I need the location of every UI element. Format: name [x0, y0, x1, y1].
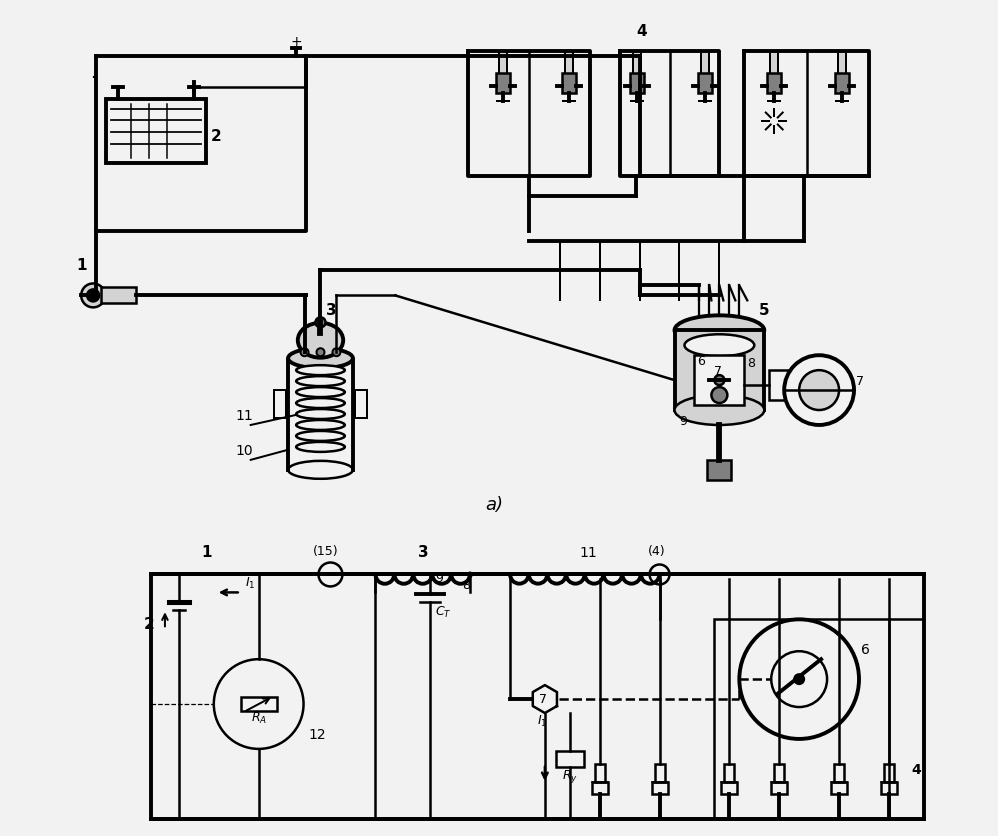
Text: 3: 3	[326, 303, 337, 319]
Bar	[101, 288, 136, 303]
Ellipse shape	[288, 349, 353, 368]
Text: +: +	[290, 35, 302, 49]
Ellipse shape	[675, 395, 764, 425]
Text: 9: 9	[680, 415, 688, 428]
Circle shape	[87, 289, 99, 302]
Text: $I_1$: $I_1$	[537, 714, 547, 729]
Bar	[771, 782, 787, 793]
Text: 2: 2	[144, 617, 155, 632]
Text: а): а)	[485, 496, 503, 513]
Circle shape	[784, 355, 854, 425]
Ellipse shape	[685, 334, 754, 356]
Bar	[565, 51, 573, 76]
Bar	[695, 355, 745, 405]
Bar	[675, 330, 764, 410]
Text: 1: 1	[201, 544, 212, 559]
Text: -: -	[91, 69, 98, 84]
Bar	[562, 73, 576, 93]
Circle shape	[315, 318, 325, 328]
Text: 11: 11	[236, 409, 253, 423]
Text: 2: 2	[211, 129, 222, 144]
Circle shape	[712, 387, 728, 403]
Text: 7: 7	[856, 375, 864, 388]
Text: $R_A$: $R_A$	[250, 711, 266, 726]
Bar	[770, 51, 778, 76]
Bar	[725, 764, 735, 782]
Bar	[831, 782, 847, 793]
Text: $I_1$: $I_1$	[245, 575, 255, 590]
Text: 6: 6	[861, 643, 870, 657]
Text: 5: 5	[759, 303, 769, 319]
Bar	[592, 782, 608, 793]
Ellipse shape	[296, 365, 344, 375]
Ellipse shape	[296, 409, 344, 419]
Circle shape	[799, 370, 839, 410]
Bar	[774, 764, 784, 782]
Ellipse shape	[297, 323, 343, 358]
Bar	[769, 370, 794, 400]
Text: (4): (4)	[648, 544, 666, 558]
Bar	[106, 99, 206, 163]
Bar	[884, 764, 894, 782]
Text: 8: 8	[462, 579, 470, 593]
Ellipse shape	[296, 420, 344, 430]
Ellipse shape	[288, 461, 353, 479]
Bar	[274, 390, 286, 418]
Bar	[556, 751, 584, 767]
Circle shape	[715, 375, 725, 385]
Bar	[715, 619, 889, 818]
Bar	[499, 51, 507, 76]
Circle shape	[300, 349, 308, 356]
Text: 1: 1	[76, 258, 87, 273]
Text: 6: 6	[698, 355, 706, 368]
Circle shape	[81, 283, 105, 308]
Bar	[881, 782, 897, 793]
Text: $C_T$: $C_T$	[435, 605, 452, 620]
Text: 9: 9	[435, 573, 443, 585]
Ellipse shape	[675, 315, 764, 345]
Circle shape	[316, 349, 324, 356]
Bar	[630, 73, 644, 93]
Circle shape	[332, 349, 340, 356]
Bar	[834, 764, 844, 782]
Text: 7: 7	[539, 693, 547, 706]
Circle shape	[467, 572, 473, 578]
Ellipse shape	[296, 442, 344, 452]
Text: 12: 12	[308, 728, 326, 742]
Ellipse shape	[296, 387, 344, 397]
Text: $R_y$: $R_y$	[562, 768, 578, 785]
Bar	[633, 51, 641, 76]
Ellipse shape	[296, 398, 344, 408]
Text: 11: 11	[580, 546, 598, 559]
Bar	[355, 390, 367, 418]
Text: 10: 10	[236, 444, 253, 458]
Text: 3: 3	[418, 544, 428, 559]
Bar	[652, 782, 668, 793]
Bar	[151, 574, 924, 818]
Bar	[722, 782, 738, 793]
Bar	[655, 764, 665, 782]
Bar	[496, 73, 510, 93]
Circle shape	[793, 673, 805, 686]
Bar	[595, 764, 605, 782]
Bar	[702, 51, 710, 76]
Text: 4: 4	[912, 762, 921, 777]
Text: 4: 4	[637, 24, 648, 39]
Text: 8: 8	[748, 357, 755, 370]
Text: 7: 7	[715, 365, 723, 378]
Bar	[241, 697, 276, 711]
Bar	[835, 73, 849, 93]
Bar	[838, 51, 846, 76]
Text: (15): (15)	[312, 544, 338, 558]
Bar	[708, 460, 732, 480]
Ellipse shape	[296, 431, 344, 441]
Bar	[767, 73, 781, 93]
Bar	[699, 73, 713, 93]
Ellipse shape	[296, 376, 344, 386]
